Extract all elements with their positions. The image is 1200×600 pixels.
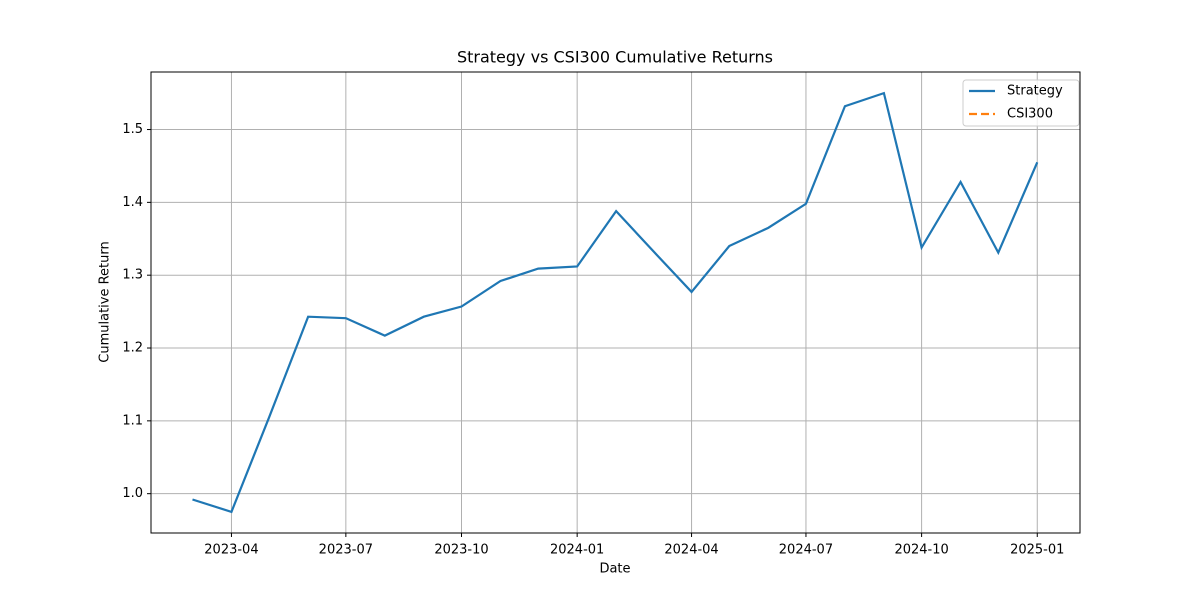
legend-label: Strategy	[1007, 84, 1063, 99]
legend-label: CSI300	[1007, 107, 1053, 122]
y-tick-label: 1.1	[122, 413, 143, 428]
chart-title: Strategy vs CSI300 Cumulative Returns	[457, 48, 773, 67]
data-line	[192, 91, 1039, 514]
x-tick-label: 2024-10	[894, 543, 948, 558]
plot-frame	[150, 71, 1081, 534]
x-tick-label: 2024-07	[779, 543, 833, 558]
x-tick-label: 2024-04	[664, 543, 718, 558]
x-axis-label: Date	[599, 562, 630, 577]
x-tick-label: 2024-01	[550, 543, 604, 558]
x-tick-label: 2023-04	[204, 543, 258, 558]
y-tick-label: 1.5	[122, 122, 143, 137]
x-tick-label: 2023-10	[434, 543, 488, 558]
y-tick-label: 1.0	[122, 486, 143, 501]
x-tick-label: 2023-07	[319, 543, 373, 558]
y-tick-label: 1.3	[122, 268, 143, 283]
x-tick-label: 2025-01	[1010, 543, 1064, 558]
y-tick-label: 1.2	[122, 341, 143, 356]
y-axis-label: Cumulative Return	[98, 241, 113, 362]
y-tick-label: 1.4	[122, 195, 143, 210]
